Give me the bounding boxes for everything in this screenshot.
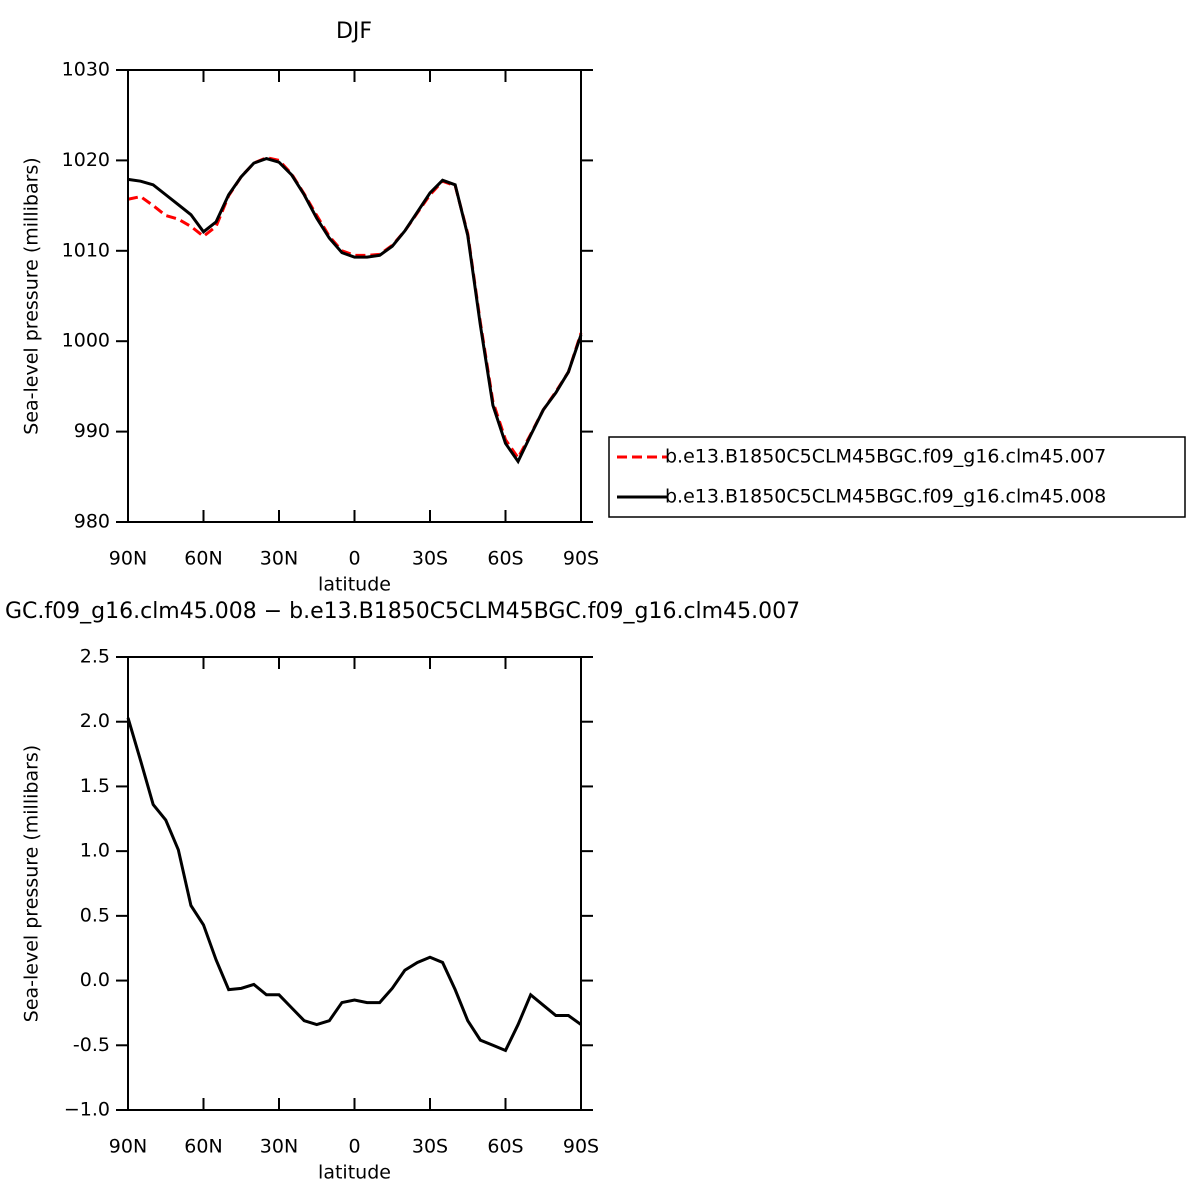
x-tick-label: 90N	[109, 548, 147, 570]
y-tick-label: -0.5	[73, 1034, 110, 1056]
x-tick-label: 30N	[260, 548, 298, 570]
x-tick-label: 30S	[412, 548, 448, 570]
plot-frame	[127, 69, 582, 523]
y-tick-label: 1030	[62, 59, 110, 81]
x-tick-label: 60S	[487, 548, 523, 570]
x-tick-label: 60S	[487, 1136, 523, 1158]
y-tick-label: 0.5	[80, 904, 110, 926]
x-tick-label: 60N	[184, 548, 222, 570]
x-axis-label: latitude	[318, 1162, 391, 1184]
plot-frame	[127, 656, 582, 1111]
chart-title: DJF	[336, 19, 372, 44]
y-tick-label: 980	[74, 511, 110, 533]
data-line	[126, 717, 582, 1053]
x-tick-label: 90N	[109, 1136, 147, 1158]
legend-label: b.e13.B1850C5CLM45BGC.f09_g16.clm45.007	[665, 446, 1106, 468]
x-axis-label: latitude	[318, 574, 391, 596]
y-axis-label: Sea-level pressure (millibars)	[21, 157, 43, 434]
y-tick-label: 2.0	[80, 710, 110, 732]
y-axis-label: Sea-level pressure (millibars)	[21, 745, 43, 1022]
legend-label: b.e13.B1850C5CLM45BGC.f09_g16.clm45.008	[665, 486, 1106, 508]
y-tick-label: 1.5	[80, 775, 110, 797]
y-tick-label: 1010	[62, 239, 110, 261]
y-tick-label: 1000	[62, 330, 110, 352]
x-tick-label: 90S	[563, 1136, 599, 1158]
y-tick-label: 2.5	[80, 646, 110, 668]
x-tick-label: 0	[348, 1136, 360, 1158]
chart-title: GC.f09_g16.clm45.008 − b.e13.B1850C5CLM4…	[5, 599, 800, 624]
y-tick-label: 1.0	[80, 840, 110, 862]
data-line	[127, 157, 583, 465]
x-tick-label: 60N	[184, 1136, 222, 1158]
x-tick-label: 0	[348, 548, 360, 570]
x-tick-label: 30N	[260, 1136, 298, 1158]
y-tick-label: 990	[74, 420, 110, 442]
y-tick-label: 1020	[62, 149, 110, 171]
y-tick-label: −1.0	[64, 1099, 110, 1121]
legend-box	[608, 436, 1186, 518]
y-tick-label: 0.0	[80, 969, 110, 991]
x-tick-label: 90S	[563, 548, 599, 570]
data-line	[127, 156, 583, 461]
x-tick-label: 30S	[412, 1136, 448, 1158]
